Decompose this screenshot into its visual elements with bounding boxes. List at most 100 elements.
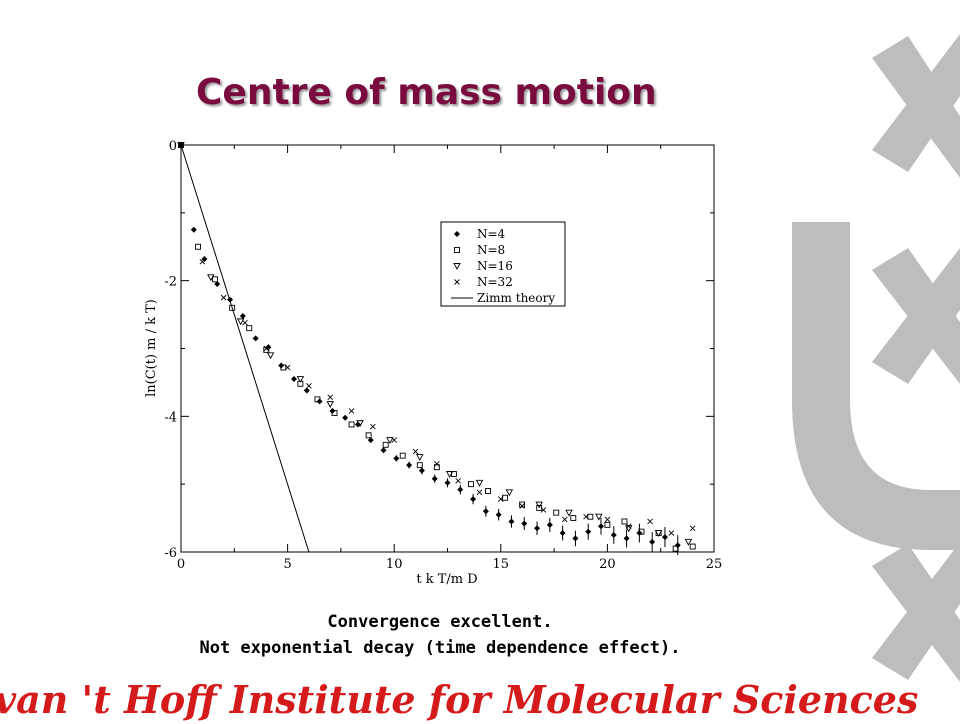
data-point-n32 [348,408,355,414]
data-point-n32 [519,503,525,509]
data-point-n16 [386,437,394,445]
data-point-n32 [583,513,589,520]
data-point-n32 [625,523,632,530]
data-point-n8 [195,243,202,250]
data-point-n8 [263,346,270,353]
data-point-n8 [212,276,219,283]
data-point-n32 [561,516,568,523]
data-point-n4 [290,376,297,383]
y-axis-label: ln(C(t) m / k T) [144,299,159,397]
data-point-n8 [570,515,577,522]
y-tick-label: -2 [164,275,177,290]
x-tick-label: 15 [493,557,510,572]
data-point-n4 [303,387,310,394]
data-point-n32 [412,448,419,455]
data-point-n8 [621,518,628,525]
data-point-n8 [689,543,696,550]
data-point-n32 [391,437,398,443]
legend-label: N=32 [477,275,513,289]
data-point-n8 [331,409,338,416]
legend: N=4 N=8 N=16 N=32 Zimm theory [440,221,566,307]
data-point-n32 [476,489,483,496]
data-point-n32 [668,530,675,536]
data-point-n16 [296,376,305,383]
y-tick-label: -4 [164,410,177,425]
data-point-n16 [654,530,663,537]
data-point-n8 [485,488,491,494]
data-point-n16 [356,420,364,428]
data-point-n4 [239,312,246,319]
data-point-n16 [177,142,185,149]
zimm-theory-line [180,144,310,553]
data-point-n8 [553,509,560,516]
legend-marker [454,231,460,237]
data-point-n16 [445,471,454,478]
data-point-n32 [455,477,461,484]
data-point-n8 [416,462,423,469]
data-point-n32 [220,294,227,301]
legend-marker [453,263,461,270]
data-point-n8 [229,304,236,311]
legend-marker [454,247,460,253]
institute-footer: van 't Hoff Institute for Molecular Scie… [0,677,919,722]
legend-box [440,221,566,307]
legend-label: Zimm theory [477,291,555,305]
legend-label: N=16 [477,259,513,273]
legend-label: N=8 [477,243,505,257]
data-point-n8 [587,513,594,520]
data-point-n8 [314,396,321,403]
data-point-n8 [672,545,679,552]
legend-label: N=4 [477,227,506,241]
caption-line-2: Not exponential decay (time dependence e… [199,638,681,658]
data-point-n16 [535,501,543,509]
y-tick-label: -6 [164,546,177,561]
data-point-n32 [497,496,504,502]
data-point-n32 [306,382,312,389]
plot-frame [180,144,715,553]
data-point-n16 [416,454,424,461]
data-point-n8 [399,452,406,459]
data-point-n8 [502,494,509,501]
data-point-n32 [689,525,696,532]
data-point-n16 [684,538,693,546]
data-point-n8 [246,325,253,332]
data-point-n32 [327,394,334,401]
data-point-n4 [252,335,259,342]
data-point-n32 [540,507,547,513]
chart: 0 5 10 15 20 25 0 -2 -4 -6 N=4 N=8 N=16 N=32 Zimm the… [144,139,723,587]
data-point-n16 [207,274,215,282]
data-point-n32 [604,516,611,523]
x-tick-label: 5 [283,557,291,572]
data-point-n4 [214,281,221,288]
data-point-n32 [178,142,184,148]
data-point-n8 [280,364,287,371]
y-tick-label: 0 [169,139,177,154]
data-point-n8 [604,521,611,528]
data-point-n32 [199,258,206,265]
data-point-n4 [342,414,349,421]
caption-line-1: Convergence excellent. [327,612,553,632]
data-point-n32 [284,364,291,371]
data-point-n16 [505,489,514,497]
data-point-n8 [519,501,526,508]
data-point-n32 [647,518,653,525]
x-tick-label: 20 [599,557,616,572]
data-point-n8 [382,441,389,448]
data-point-n4 [190,226,197,233]
x-axis-label: t k T/m D [416,572,477,587]
data-point-n8 [365,432,372,439]
x-tick-label: 10 [386,557,403,572]
data-point-n16 [236,318,245,326]
x-tick-label: 25 [706,557,723,572]
data-point-n32 [370,423,376,430]
slide-title: Centre of mass motion [196,72,657,113]
data-point-n16 [266,352,275,360]
data-point-n16 [595,513,603,521]
data-point-n16 [565,509,573,517]
data-point-n8 [468,481,474,488]
legend-marker [454,279,460,285]
data-point-n8 [638,528,645,535]
data-point-n8 [348,421,355,428]
x-tick-label: 0 [177,557,185,572]
